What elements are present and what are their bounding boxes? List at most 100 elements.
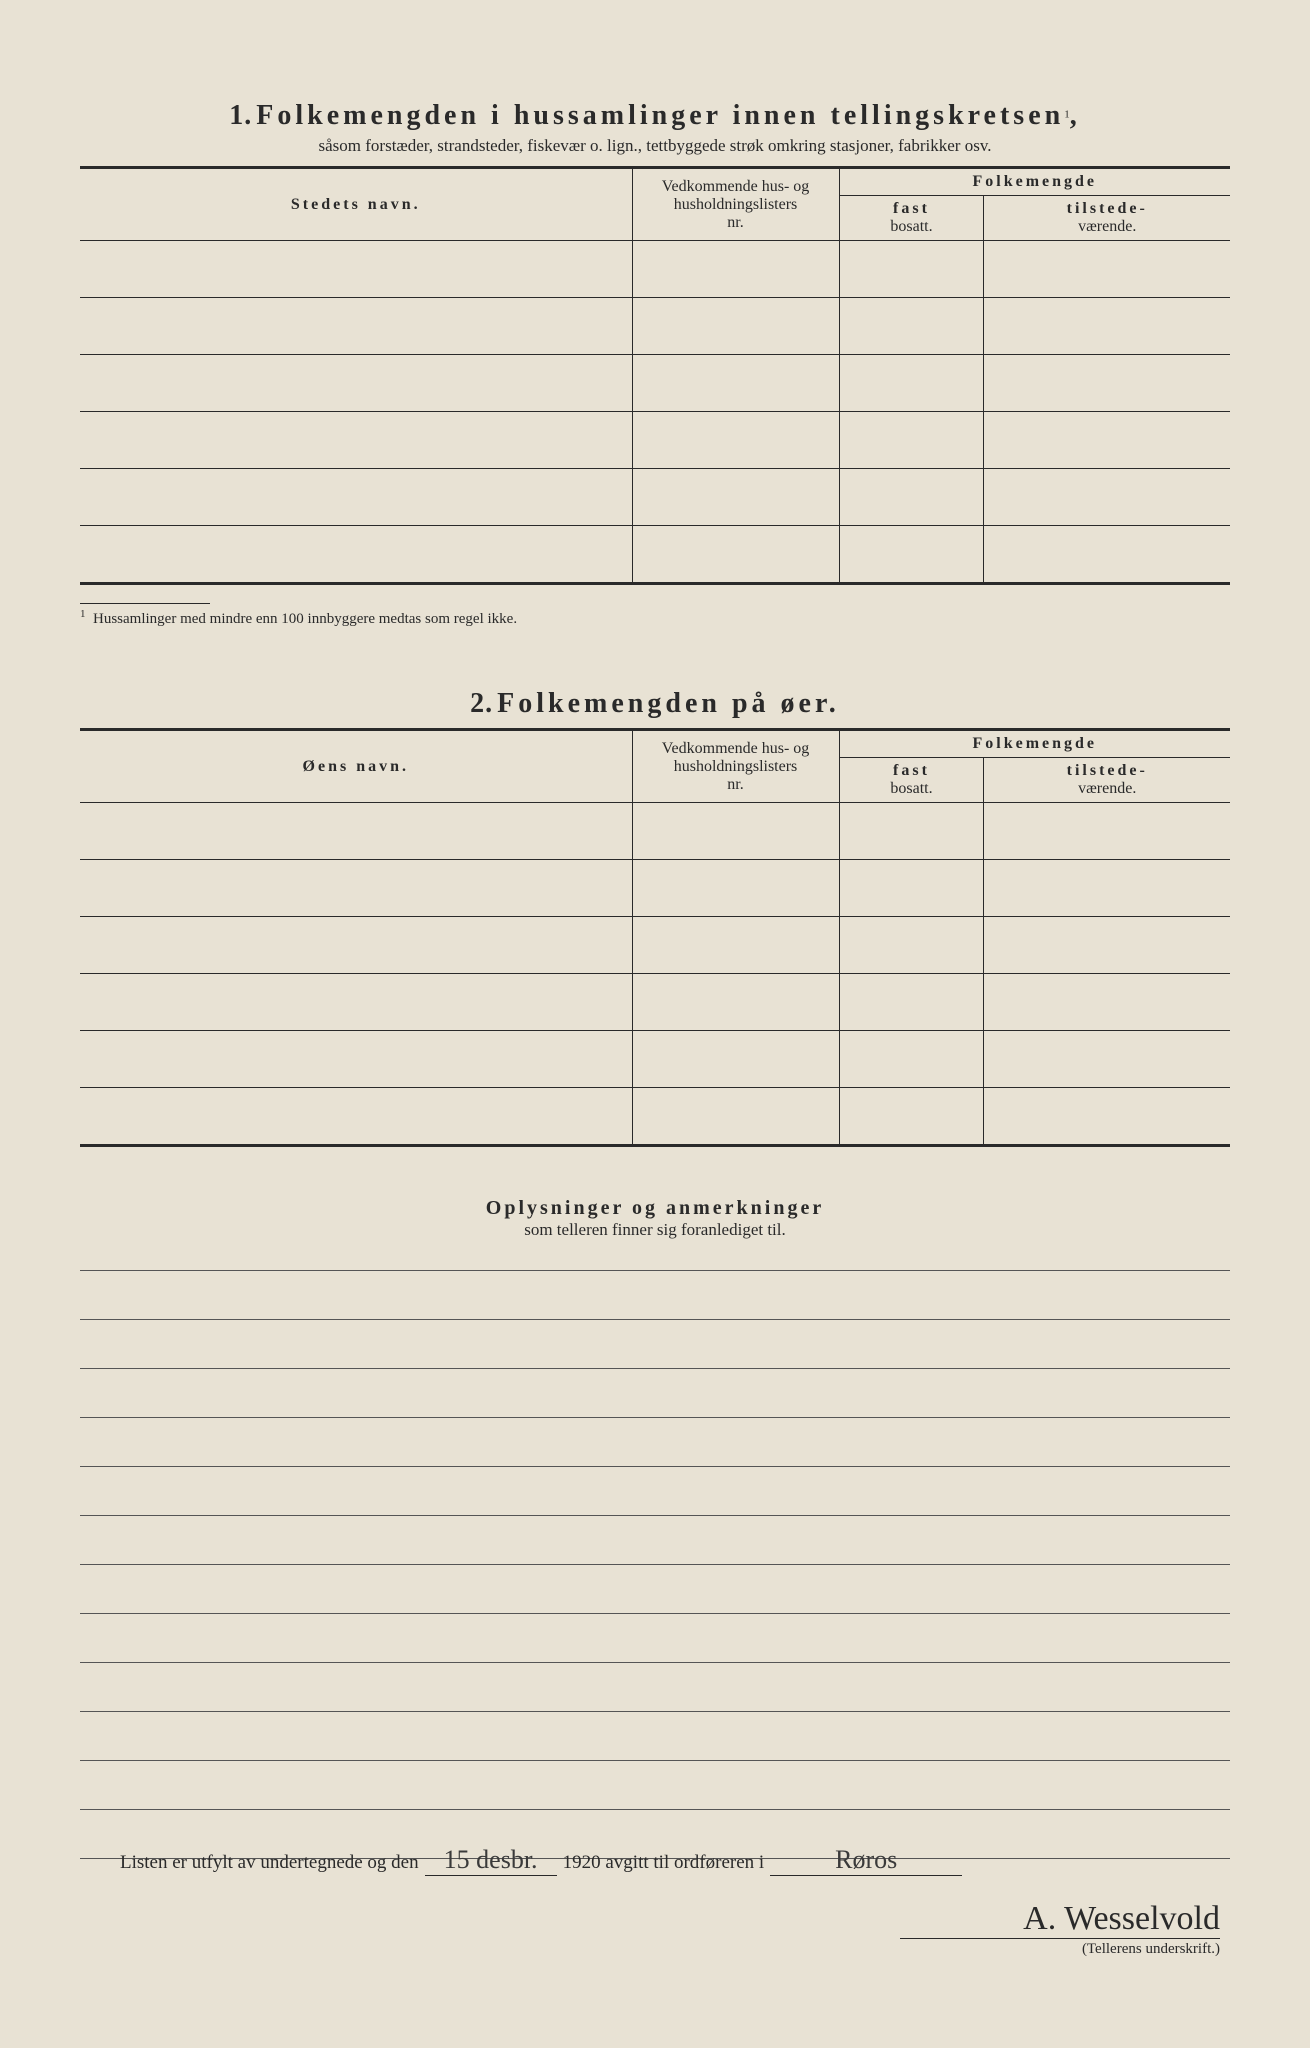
empty-cell: [984, 298, 1230, 355]
section2-heading: Folkemengden på øer.: [497, 688, 840, 719]
remarks-lines: [80, 1270, 1230, 1859]
empty-cell: [839, 298, 984, 355]
empty-cell: [839, 469, 984, 526]
empty-cell: [632, 526, 839, 584]
empty-cell: [80, 917, 632, 974]
s2-col-name: Øens navn.: [303, 758, 409, 775]
empty-cell: [839, 860, 984, 917]
s1-col-nr3: nr.: [639, 214, 833, 232]
empty-cell: [984, 803, 1230, 860]
ruled-line: [80, 1418, 1230, 1467]
ruled-line: [80, 1320, 1230, 1369]
empty-cell: [632, 355, 839, 412]
s1-col-name: Stedets navn.: [291, 196, 421, 213]
empty-cell: [632, 298, 839, 355]
empty-cell: [632, 412, 839, 469]
table-row: [80, 860, 1230, 917]
empty-cell: [80, 1088, 632, 1146]
empty-cell: [839, 412, 984, 469]
empty-cell: [632, 917, 839, 974]
empty-cell: [632, 860, 839, 917]
empty-cell: [984, 974, 1230, 1031]
s1-fast2: bosatt.: [890, 218, 932, 235]
table-row: [80, 412, 1230, 469]
section1-number: 1.: [229, 100, 252, 131]
empty-cell: [984, 355, 1230, 412]
empty-cell: [984, 1031, 1230, 1088]
empty-cell: [984, 412, 1230, 469]
empty-cell: [632, 803, 839, 860]
section1-table: Stedets navn. Vedkommende hus- og hushol…: [80, 166, 1230, 585]
census-form-page: 1. Folkemengden i hussamlinger innen tel…: [0, 0, 1310, 2048]
empty-cell: [80, 526, 632, 584]
table-row: [80, 241, 1230, 298]
ruled-line: [80, 1369, 1230, 1418]
section1-subtitle: såsom forstæder, strandsteder, fiskevær …: [80, 136, 1230, 156]
remarks-subtitle: som telleren finner sig foranlediget til…: [80, 1220, 1230, 1240]
footer-date: 15 desbr.: [425, 1845, 557, 1876]
empty-cell: [80, 469, 632, 526]
s2-col-nr2: husholdningslisters: [639, 758, 833, 776]
section1-heading: Folkemengden i hussamlinger innen tellin…: [256, 100, 1064, 131]
footnote-rule: [80, 603, 210, 604]
empty-cell: [80, 1031, 632, 1088]
s1-col-folk: Folkemengde: [972, 173, 1097, 190]
ruled-line: [80, 1467, 1230, 1516]
empty-cell: [632, 1088, 839, 1146]
empty-cell: [984, 1088, 1230, 1146]
empty-cell: [632, 1031, 839, 1088]
empty-cell: [632, 469, 839, 526]
empty-cell: [839, 803, 984, 860]
empty-cell: [984, 860, 1230, 917]
ruled-line: [80, 1565, 1230, 1614]
table-row: [80, 917, 1230, 974]
empty-cell: [984, 241, 1230, 298]
empty-cell: [839, 526, 984, 584]
footer-signature: A. Wesselvold: [900, 1900, 1220, 1939]
s1-col-nr2: husholdningslisters: [639, 196, 833, 214]
ruled-line: [80, 1516, 1230, 1565]
empty-cell: [80, 860, 632, 917]
section1-title-block: 1. Folkemengden i hussamlinger innen tel…: [80, 100, 1230, 132]
s1-fast1: fast: [893, 200, 930, 217]
ruled-line: [80, 1663, 1230, 1712]
empty-cell: [80, 298, 632, 355]
s2-fast1: fast: [893, 762, 930, 779]
empty-cell: [839, 1088, 984, 1146]
empty-cell: [80, 355, 632, 412]
empty-cell: [632, 974, 839, 1031]
empty-cell: [839, 917, 984, 974]
table-row: [80, 355, 1230, 412]
s2-tilst1: tilstede-: [1067, 762, 1148, 779]
empty-cell: [839, 355, 984, 412]
footer-caption: (Tellerens underskrift.): [120, 1941, 1220, 1958]
table-row: [80, 803, 1230, 860]
empty-cell: [80, 241, 632, 298]
section1-footnote: 1 Hussamlinger med mindre enn 100 innbyg…: [80, 608, 1230, 628]
footer-text2: 1920 avgitt til ordføreren i: [563, 1852, 765, 1874]
empty-cell: [839, 974, 984, 1031]
table-row: [80, 1031, 1230, 1088]
section2-table: Øens navn. Vedkommende hus- og husholdni…: [80, 728, 1230, 1147]
footer-text1: Listen er utfylt av undertegnede og den: [120, 1852, 419, 1874]
s2-fast2: bosatt.: [890, 780, 932, 797]
section2-number: 2.: [470, 688, 493, 719]
s2-col-nr3: nr.: [639, 776, 833, 794]
empty-cell: [839, 1031, 984, 1088]
remarks-title: Oplysninger og anmerkninger: [80, 1197, 1230, 1220]
ruled-line: [80, 1712, 1230, 1761]
footer-place: Røros: [770, 1845, 962, 1876]
empty-cell: [984, 526, 1230, 584]
signature-block: Listen er utfylt av undertegnede og den …: [120, 1845, 1220, 1958]
empty-cell: [80, 412, 632, 469]
ruled-line: [80, 1761, 1230, 1810]
section2-title-block: 2. Folkemengden på øer.: [80, 688, 1230, 720]
table-row: [80, 974, 1230, 1031]
empty-cell: [80, 974, 632, 1031]
s1-tilst1: tilstede-: [1067, 200, 1148, 217]
empty-cell: [632, 241, 839, 298]
s2-col-folk: Folkemengde: [972, 735, 1097, 752]
empty-cell: [984, 469, 1230, 526]
s1-tilst2: værende.: [1078, 218, 1136, 235]
table-row: [80, 298, 1230, 355]
